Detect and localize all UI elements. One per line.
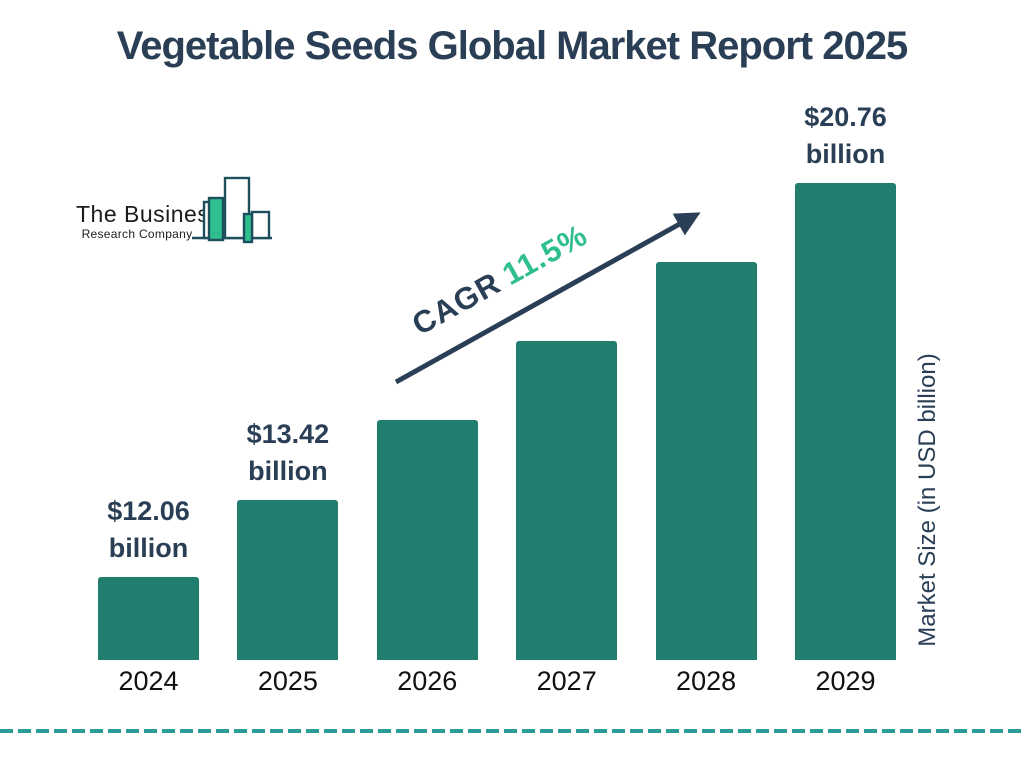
bar-value-label-2024: $12.06 billion bbox=[107, 496, 190, 563]
chart-title: Vegetable Seeds Global Market Report 202… bbox=[116, 24, 908, 68]
cagr-label: CAGR bbox=[406, 265, 507, 343]
logo-company-name: The Business bbox=[76, 201, 222, 227]
logo-text: The Business Research Company bbox=[76, 201, 222, 241]
logo-company-subtitle: Research Company bbox=[81, 227, 193, 241]
bar-2027 bbox=[516, 341, 618, 660]
bar-2028 bbox=[655, 262, 757, 660]
x-tick-label-2026: 2026 bbox=[397, 666, 458, 696]
logo-bar-chart-icon bbox=[192, 176, 272, 244]
bar-2024 bbox=[98, 577, 199, 660]
company-logo: The Business Research Company bbox=[76, 174, 291, 250]
bar-value-label-2025: $13.42 billion bbox=[246, 419, 330, 486]
cagr-value: 11.5% bbox=[496, 217, 594, 292]
x-tick-label-2024: 2024 bbox=[118, 666, 179, 696]
x-tick-label-2027: 2027 bbox=[536, 666, 597, 696]
bar-2026 bbox=[376, 420, 478, 660]
bar-2025 bbox=[237, 500, 339, 660]
x-tick-label-2028: 2028 bbox=[676, 666, 737, 696]
y-axis-label: Market Size (in USD billion) bbox=[914, 353, 941, 647]
bar-value-label-2029: $20.76 billion bbox=[804, 102, 887, 169]
bar-2029 bbox=[795, 183, 896, 660]
x-tick-label-2025: 2025 bbox=[257, 666, 318, 696]
bottom-dashed-divider bbox=[0, 729, 1024, 733]
cagr-annotation: CAGR11.5% bbox=[382, 204, 618, 357]
x-tick-label-2029: 2029 bbox=[815, 666, 876, 696]
